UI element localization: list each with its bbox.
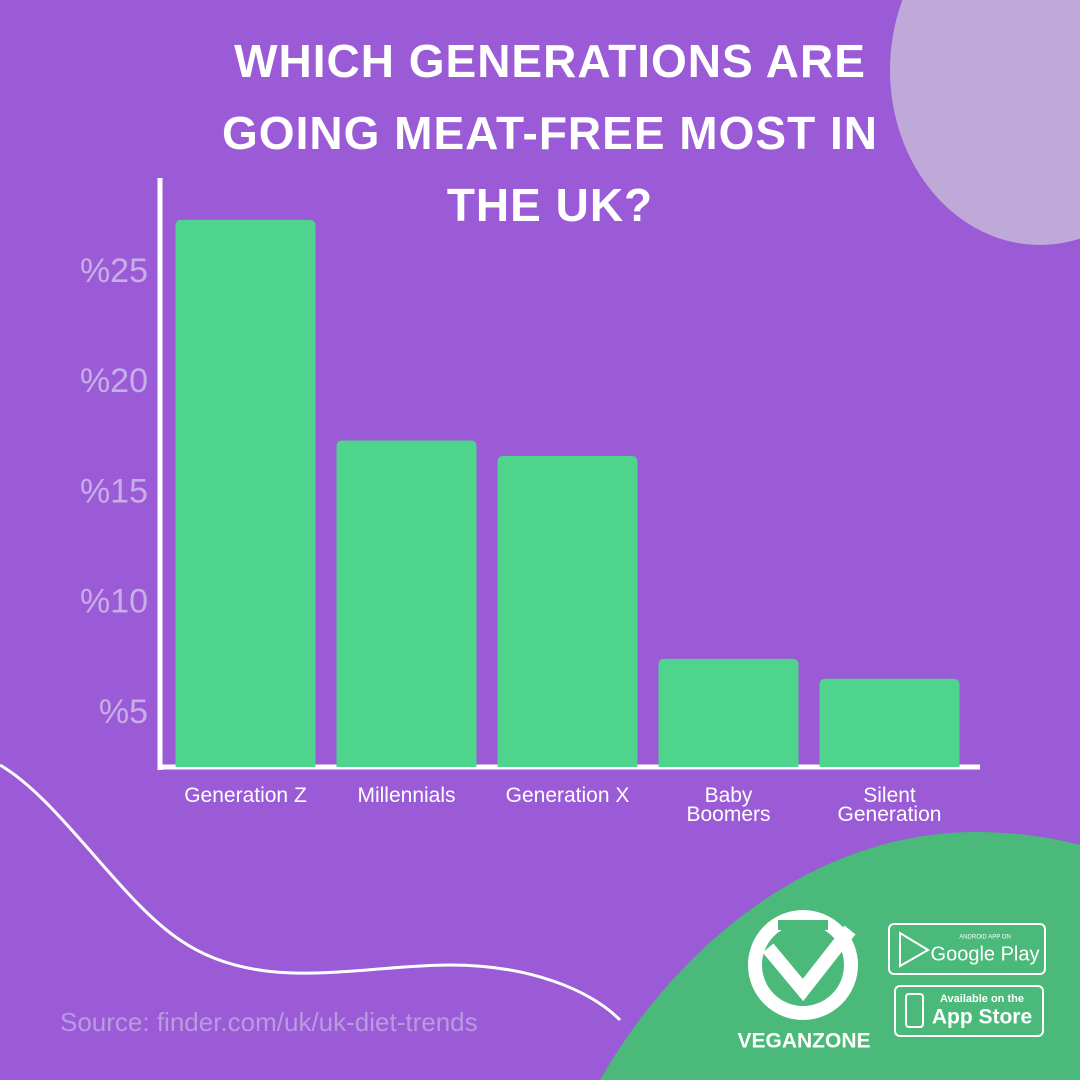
y-tick-label: %10 <box>80 583 148 621</box>
y-tick-label: %15 <box>80 472 148 510</box>
bar <box>336 440 477 767</box>
google-play-badge[interactable]: ANDROID APP ON Google Play <box>888 923 1046 975</box>
chart-title: WHICH GENERATIONS ARE GOING MEAT-FREE MO… <box>222 35 878 231</box>
bar <box>497 455 638 767</box>
app-store-badge[interactable]: Available on the App Store <box>894 985 1044 1037</box>
x-tick-label-box: Generation X <box>505 786 630 807</box>
decor-blob <box>600 831 1080 1080</box>
y-tick-label: %5 <box>99 693 148 731</box>
source: Source: finder.com/uk/uk-diet-trends <box>60 1007 478 1037</box>
x-tick-label: Generation X <box>505 786 630 807</box>
decor-curve <box>0 763 622 1022</box>
x-tick-label: Silent Generation <box>837 786 942 826</box>
bar <box>658 658 799 767</box>
x-tick-label: Baby Boomers <box>686 786 771 826</box>
x-tick-label-box: Silent Generation <box>837 786 942 826</box>
x-tick-label: Millennials <box>357 786 456 807</box>
badge-small-text: ANDROID APP ON <box>959 935 1011 941</box>
x-tick-label: Generation Z <box>184 786 307 807</box>
y-tick-label: %20 <box>80 362 148 400</box>
decor-circle <box>890 0 1080 245</box>
badge-text: Google Play <box>931 943 1040 965</box>
x-tick-label-box: Baby Boomers <box>686 786 771 826</box>
brand-name: VEGANZONE <box>737 1030 870 1053</box>
title-box: WHICH GENERATIONS ARE GOING MEAT-FREE MO… <box>222 35 878 231</box>
badge-small-text: Available on the <box>940 993 1024 1005</box>
x-tick-label-box: Millennials <box>357 786 456 807</box>
bar <box>819 678 960 767</box>
logo: VEGANZONE <box>737 910 871 1053</box>
badge-text: App Store <box>932 1006 1032 1029</box>
x-tick-label-box: Generation Z <box>184 786 307 807</box>
y-tick-label: %25 <box>80 252 148 290</box>
bar <box>175 219 316 767</box>
